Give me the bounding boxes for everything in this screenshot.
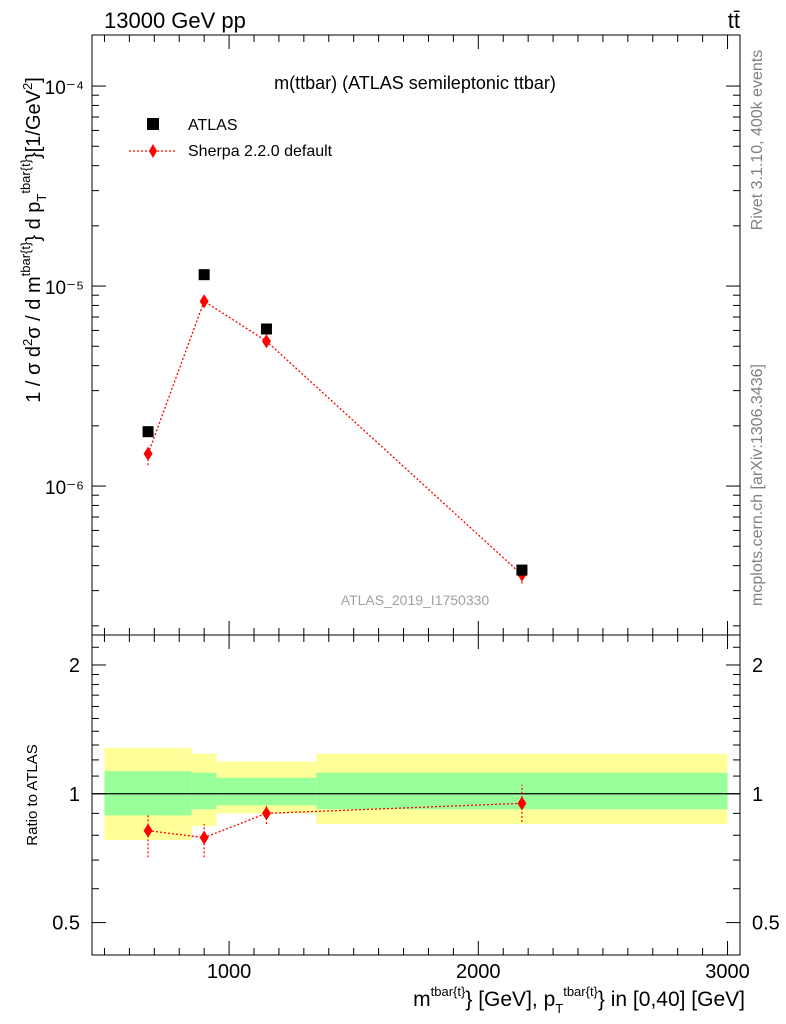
analysis-watermark: ATLAS_2019_I1750330 [341, 592, 490, 608]
atlas-point [198, 269, 210, 281]
y-tick-label: 0.5 [52, 913, 80, 935]
legend-marker-atlas [147, 118, 159, 130]
mcplots-label: mcplots.cern.ch [arXiv:1306.3436] [749, 364, 766, 606]
x-axis-label: mtbar{t}} [GeV], pTtbar{t}} in [0,40] [G… [413, 984, 745, 1016]
atlas-point [260, 323, 272, 335]
atlas-point [142, 426, 154, 438]
y-tick-label: 10⁻⁶ [45, 478, 84, 499]
ratio-y-axis-label: Ratio to ATLAS [24, 744, 41, 845]
sherpa-point [143, 446, 153, 461]
ratio-plot-content [92, 747, 740, 858]
legend-label-atlas: ATLAS [188, 117, 238, 134]
sherpa-point [261, 806, 271, 821]
legend: ATLAS Sherpa 2.2.0 default [129, 117, 333, 160]
sherpa-point [143, 823, 153, 838]
legend-marker-sherpa [149, 144, 157, 158]
sherpa-point [199, 830, 209, 845]
y-tick-label: 2 [69, 655, 80, 677]
sherpa-line [147, 300, 523, 576]
x-tick-label: 2000 [456, 961, 501, 983]
y-tick-label-right: 1 [752, 784, 763, 806]
uncertainty-band-inner [216, 777, 317, 806]
y-tick-label-right: 2 [752, 655, 763, 677]
main-title: m(ttbar) (ATLAS semileptonic ttbar) [274, 73, 556, 93]
y-tick-label: 10⁻⁴ [45, 78, 84, 99]
legend-label-sherpa: Sherpa 2.2.0 default [188, 143, 333, 160]
y-tick-label-right: 0.5 [752, 913, 780, 935]
y-tick-label: 1 [69, 784, 80, 806]
sherpa-point [261, 334, 271, 349]
main-plot-content [142, 269, 528, 584]
y-tick-label: 10⁻⁵ [45, 278, 84, 299]
rivet-label: Rivet 3.1.10, 400k events [749, 50, 766, 231]
main-panel: 10⁻⁶ 10⁻⁵ 10⁻⁴ m(ttbar) (ATLAS semileptoni… [18, 34, 741, 636]
sherpa-line [147, 802, 522, 839]
x-tick-label: 3000 [705, 961, 750, 983]
ratio-panel: 1000 2000 3000 0.5 0.5 1 1 2 2 Ratio to ATLAS mt… [24, 634, 780, 1016]
energy-label: 13000 GeV pp [104, 8, 246, 33]
x-tick-label: 1000 [207, 961, 252, 983]
atlas-point [516, 564, 528, 576]
sherpa-point [199, 294, 209, 309]
main-ticks: 10⁻⁶ 10⁻⁵ 10⁻⁴ [45, 35, 740, 635]
process-label: tt̄ [728, 8, 740, 33]
ratio-frame [91, 634, 741, 956]
ratio-ticks: 1000 2000 3000 0.5 0.5 1 1 2 2 [52, 635, 780, 983]
uncertainty-band-inner [191, 772, 217, 810]
main-y-axis-label: 1 / σ d2σ / d mtbar{t}} d pTtbar{t}}[1/G… [18, 77, 49, 403]
sherpa-point [517, 796, 527, 811]
